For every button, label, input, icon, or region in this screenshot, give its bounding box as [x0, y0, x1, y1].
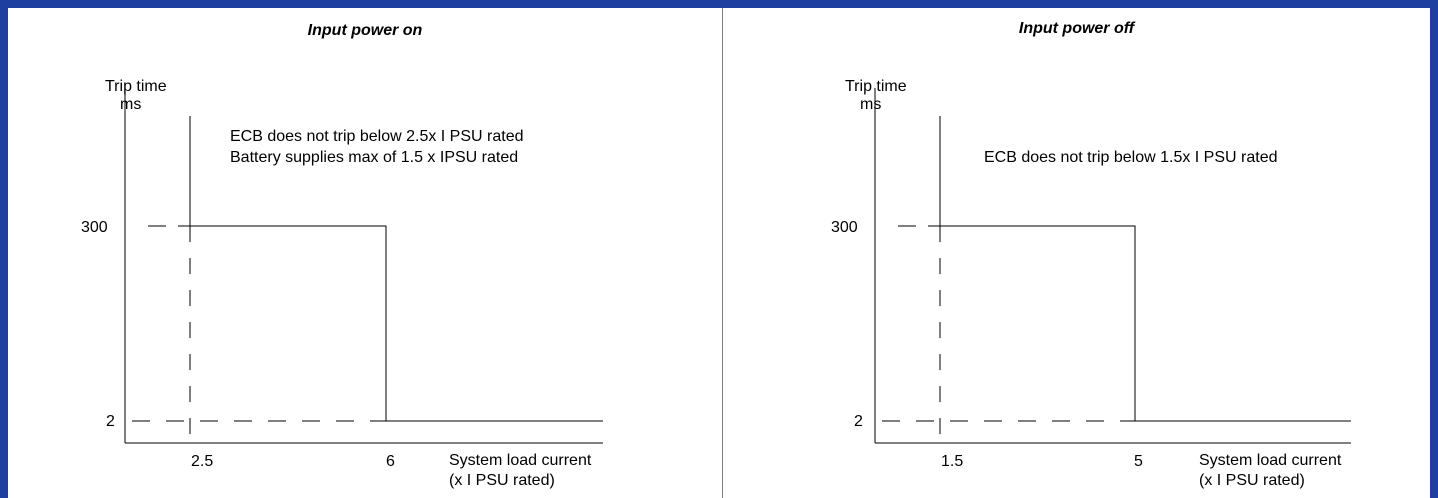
- y-axis-unit: ms: [120, 96, 141, 113]
- y-tick-300: 300: [831, 219, 858, 236]
- trip-curve-diagram: Trip time ms ECB does not trip below 1.5…: [831, 78, 1351, 489]
- y-tick-2: 2: [854, 413, 863, 430]
- x-tick-second: 6: [386, 453, 395, 470]
- trip-curve: [189, 116, 603, 422]
- trip-curve-diagram: Trip time ms ECB does not trip below 2.5…: [81, 78, 603, 489]
- x-tick-second: 5: [1134, 453, 1143, 470]
- y-tick-2: 2: [106, 413, 115, 430]
- trip-curve: [939, 116, 1351, 422]
- note-line-2: Battery supplies max of 1.5 x IPSU rated: [230, 149, 518, 166]
- x-axis-label: System load current: [449, 452, 592, 469]
- panel-input-power-off: Input power off Trip time ms ECB does no…: [723, 8, 1430, 498]
- note-line-1: ECB does not trip below 2.5x I PSU rated: [230, 128, 523, 145]
- window-right-border: [1430, 0, 1438, 498]
- window-left-border: [0, 0, 8, 498]
- panel-title: Input power on: [307, 22, 423, 39]
- x-tick-first: 2.5: [191, 453, 213, 470]
- y-axis-unit: ms: [860, 96, 881, 113]
- x-axis-label: System load current: [1199, 452, 1342, 469]
- panel-input-power-on: Input power on Trip time ms ECB does not…: [8, 8, 722, 498]
- y-axis-label: Trip time: [105, 78, 167, 95]
- x-tick-first: 1.5: [941, 453, 963, 470]
- note-line-1: ECB does not trip below 1.5x I PSU rated: [984, 149, 1277, 166]
- x-axis-unit: (x I PSU rated): [1199, 472, 1305, 489]
- x-axis-unit: (x I PSU rated): [449, 472, 555, 489]
- y-tick-300: 300: [81, 219, 108, 236]
- panel-divider: [722, 8, 723, 498]
- y-axis-label: Trip time: [845, 78, 907, 95]
- panel-title: Input power off: [1018, 20, 1135, 37]
- window-top-border: [0, 0, 1438, 8]
